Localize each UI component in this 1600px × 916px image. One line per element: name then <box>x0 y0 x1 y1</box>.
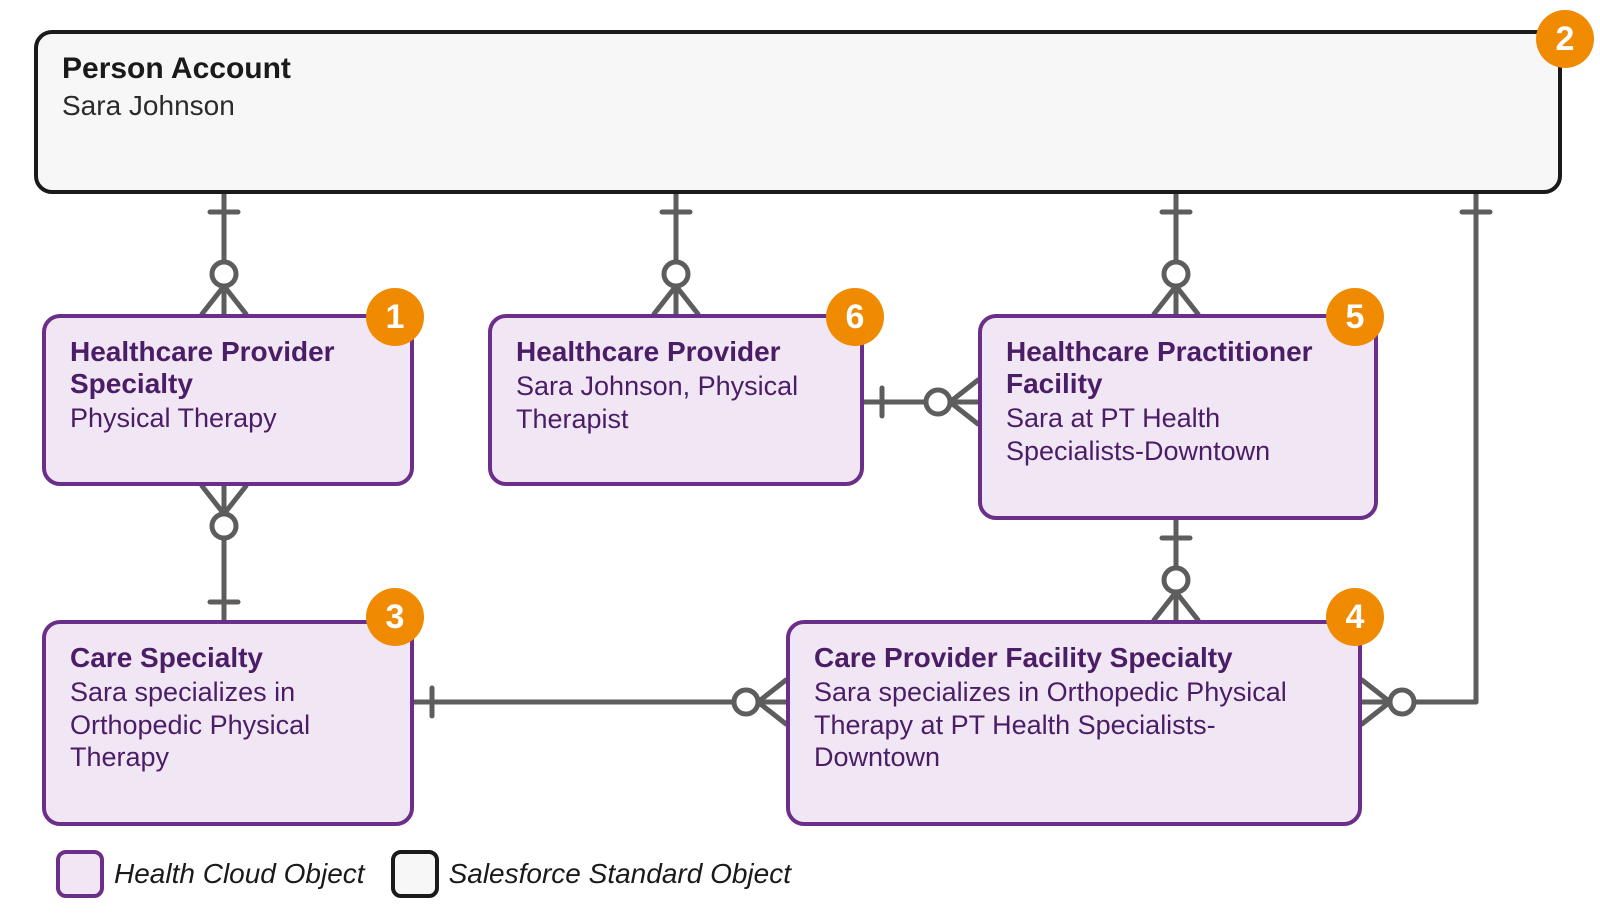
node-title: Care Provider Facility Specialty <box>814 642 1334 674</box>
legend-item-cloud: Health Cloud Object <box>56 850 365 898</box>
legend-swatch-cloud <box>56 850 104 898</box>
node-subtitle: Physical Therapy <box>70 402 386 434</box>
node-care-specialty: Care Specialty Sara specializes in Ortho… <box>42 620 414 826</box>
badge-5: 5 <box>1326 288 1384 346</box>
node-subtitle: Sara at PT Health Specialists-Downtown <box>1006 402 1350 467</box>
node-title: Person Account <box>62 52 1534 87</box>
legend-label: Health Cloud Object <box>114 858 365 890</box>
node-subtitle: Sara Johnson, Physical Therapist <box>516 370 836 435</box>
node-provider-specialty: Healthcare Provider Specialty Physical T… <box>42 314 414 486</box>
node-subtitle: Sara specializes in Orthopedic Physical … <box>70 676 386 773</box>
node-title: Care Specialty <box>70 642 386 674</box>
legend-item-standard: Salesforce Standard Object <box>391 850 791 898</box>
node-subtitle: Sara specializes in Orthopedic Physical … <box>814 676 1334 773</box>
node-care-provider-facility-specialty: Care Provider Facility Specialty Sara sp… <box>786 620 1362 826</box>
node-title: Healthcare Practitioner Facility <box>1006 336 1350 400</box>
node-practitioner-facility: Healthcare Practitioner Facility Sara at… <box>978 314 1378 520</box>
badge-1: 1 <box>366 288 424 346</box>
badge-2: 2 <box>1536 10 1594 68</box>
node-healthcare-provider: Healthcare Provider Sara Johnson, Physic… <box>488 314 864 486</box>
badge-6: 6 <box>826 288 884 346</box>
diagram-stage: Person Account Sara Johnson 2 Healthcare… <box>0 0 1600 916</box>
node-title: Healthcare Provider <box>516 336 836 368</box>
badge-4: 4 <box>1326 588 1384 646</box>
node-person-account: Person Account Sara Johnson <box>34 30 1562 194</box>
badge-3: 3 <box>366 588 424 646</box>
node-title: Healthcare Provider Specialty <box>70 336 386 400</box>
legend-label: Salesforce Standard Object <box>449 858 791 890</box>
legend: Health Cloud Object Salesforce Standard … <box>56 850 791 898</box>
node-subtitle: Sara Johnson <box>62 89 1534 123</box>
legend-swatch-standard <box>391 850 439 898</box>
